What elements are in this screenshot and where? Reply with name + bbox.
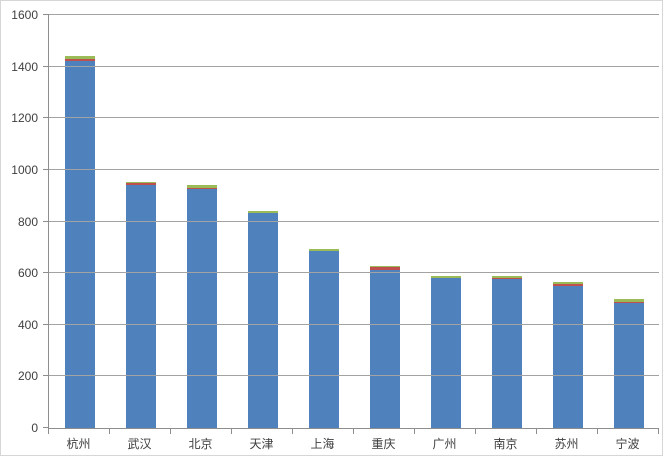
bar-segment-series-1: [552, 285, 583, 428]
bar-segment-series-3: [64, 55, 95, 60]
x-axis-ticks: [48, 429, 659, 434]
x-tick-label: 宁波: [615, 437, 640, 451]
y-axis-tick-mark: [43, 14, 49, 15]
bar-segment-series-3: [125, 181, 156, 183]
bar-slot: [110, 15, 171, 428]
bar-segment-series-2: [552, 283, 583, 286]
y-axis-tick-mark: [43, 427, 49, 428]
bar-slot: [537, 15, 598, 428]
x-tick-label: 北京: [188, 437, 213, 451]
bar-segment-series-1: [308, 251, 339, 428]
bar-slot: [232, 15, 293, 428]
bar-segment-series-3: [430, 275, 461, 279]
bar-segment-series-1: [125, 185, 156, 428]
bar-segment-series-3: [491, 275, 522, 278]
x-axis-tick-cell: [293, 429, 354, 434]
stacked-bar: [186, 15, 217, 428]
stacked-bar: [308, 15, 339, 428]
plot-area: [43, 14, 659, 429]
gridline: [49, 272, 659, 274]
bar-segment-series-3: [186, 185, 217, 188]
y-tick-label: 600: [17, 266, 38, 281]
bar-segment-series-2: [64, 59, 95, 62]
x-tick-label: 杭州: [66, 437, 91, 451]
stacked-bar: [125, 15, 156, 428]
y-tick-label: 1200: [11, 111, 38, 126]
bar-segment-series-2: [613, 301, 644, 304]
y-axis-tick-mark: [43, 220, 49, 222]
bar-slot: [415, 15, 476, 428]
gridline: [49, 323, 659, 325]
x-axis-tick-cell: [598, 429, 659, 434]
gridline: [49, 14, 659, 15]
bar-slot: [49, 15, 110, 428]
bar-segment-series-3: [552, 281, 583, 284]
y-axis-tick-mark: [43, 65, 49, 67]
bar-segment-series-1: [247, 213, 278, 428]
x-axis-tick-cell: [171, 429, 232, 434]
x-tick-label: 上海: [310, 437, 335, 451]
x-axis-tick-cell: [537, 429, 598, 434]
gridline: [49, 220, 659, 222]
bar-segment-series-1: [186, 188, 217, 428]
bar-slot: [476, 15, 537, 428]
bar-segment-series-2: [186, 187, 217, 189]
bar-slot: [171, 15, 232, 428]
gridline: [49, 117, 659, 119]
stacked-bar: [613, 15, 644, 428]
y-axis-labels: 0 200 400 600 800 1000 1200 1400 1600: [1, 8, 44, 435]
y-tick-label: 400: [17, 317, 38, 332]
x-tick-label: 武汉: [127, 437, 152, 451]
gridline: [49, 65, 659, 67]
x-tick-label: 南京: [493, 437, 518, 451]
x-tick-label: 重庆: [371, 437, 396, 451]
y-tick-label: 800: [17, 214, 38, 229]
y-tick-label: 1600: [11, 8, 38, 22]
y-tick-label: 200: [17, 369, 38, 384]
stacked-bar: [64, 15, 95, 428]
y-tick-label: 1000: [11, 162, 38, 177]
bar-slot: [293, 15, 354, 428]
bar-segment-series-1: [430, 278, 461, 428]
x-axis-tick-cell: [476, 429, 537, 434]
x-axis-tick-cell: [415, 429, 476, 434]
stacked-bar: [430, 15, 461, 428]
bar-segment-series-2: [369, 267, 400, 271]
bar-segment-series-1: [369, 270, 400, 428]
gridline: [49, 168, 659, 170]
gridline: [49, 375, 659, 377]
y-axis-tick-mark: [43, 168, 49, 170]
bar-segment-series-1: [491, 279, 522, 428]
y-axis-tick-mark: [43, 117, 49, 119]
x-axis-labels: 杭州 武汉 北京 天津 上海 重庆 广州 南京 苏州 宁波: [48, 435, 658, 452]
bar-segment-series-3: [369, 266, 400, 268]
stacked-bar: [491, 15, 522, 428]
x-tick-label: 天津: [249, 437, 274, 451]
bar-segment-series-1: [64, 61, 95, 428]
x-axis-tick-cell: [354, 429, 415, 434]
x-tick-label: 广州: [432, 437, 457, 451]
bar-segment-series-3: [613, 299, 644, 302]
bar-slot: [598, 15, 659, 428]
stacked-bar: [552, 15, 583, 428]
bars-container: [49, 15, 659, 428]
bar-slot: [354, 15, 415, 428]
y-tick-label: 0: [31, 421, 38, 435]
bar-segment-series-2: [491, 277, 522, 280]
bar-segment-series-2: [125, 182, 156, 186]
x-axis-tick-cell: [232, 429, 293, 434]
stacked-bar: [247, 15, 278, 428]
bar-segment-series-1: [613, 303, 644, 428]
bar-segment-series-3: [247, 210, 278, 214]
y-axis-tick-mark: [43, 272, 49, 274]
x-axis-tick-cell: [110, 429, 171, 434]
y-axis-tick-mark: [43, 375, 49, 377]
stacked-bar: [369, 15, 400, 428]
x-tick-label: 苏州: [554, 437, 579, 451]
y-axis-tick-mark: [43, 323, 49, 325]
bar-segment-series-3: [308, 248, 339, 252]
y-tick-label: 1400: [11, 59, 38, 74]
x-axis-tick-cell: [49, 429, 110, 434]
